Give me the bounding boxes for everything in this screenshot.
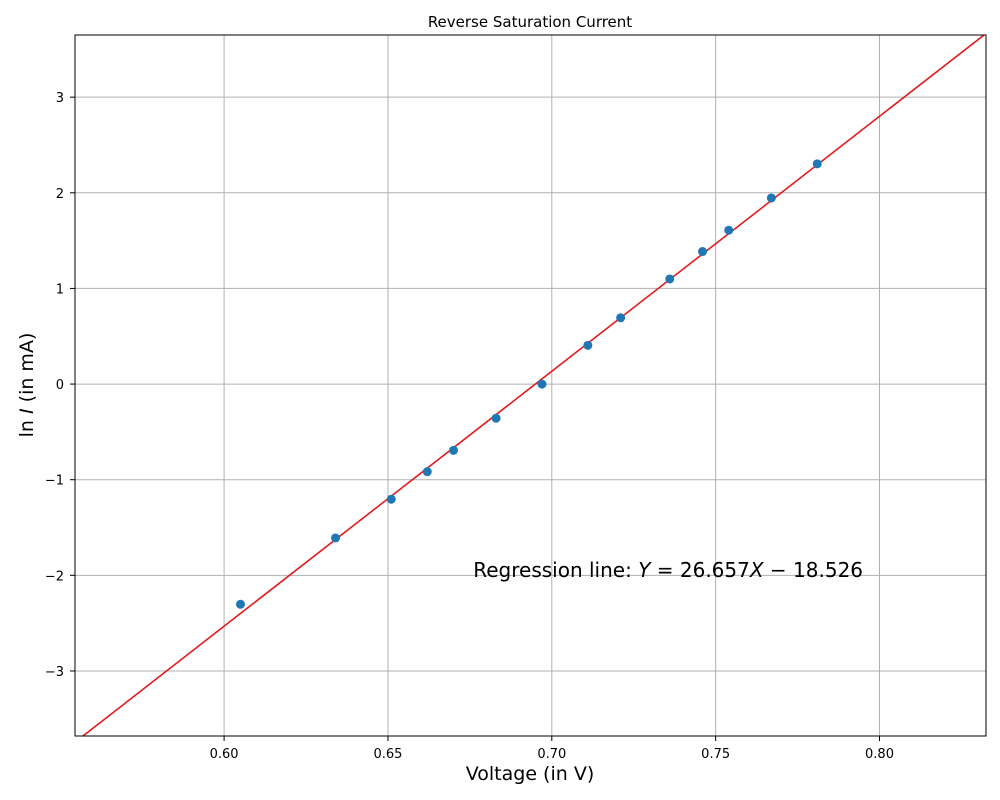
- data-point: [766, 193, 776, 203]
- data-point: [422, 467, 432, 477]
- y-tick-label: −1: [45, 474, 64, 489]
- grid: [75, 35, 986, 736]
- y-tick-label: 3: [56, 91, 64, 106]
- x-tick-label: 0.60: [210, 747, 239, 762]
- y-tick-label: −2: [45, 569, 64, 584]
- data-point: [724, 225, 734, 235]
- data-point: [537, 379, 547, 389]
- data-point: [331, 533, 341, 543]
- y-tick-label: 1: [56, 282, 64, 297]
- data-point: [698, 247, 708, 257]
- x-tick-label: 0.70: [537, 747, 566, 762]
- regression-annotation: Regression line: Y = 26.657X − 18.526: [473, 558, 863, 582]
- data-point: [386, 494, 396, 504]
- x-tick-label: 0.80: [865, 747, 894, 762]
- regression-line: [81, 35, 986, 736]
- x-tick-label: 0.65: [373, 747, 402, 762]
- data-points: [235, 159, 822, 609]
- axis-ticks: 0.60 0.65 0.70 0.75 0.80 −3 −2 −1 0 1 2 3: [45, 91, 894, 762]
- y-tick-label: −3: [45, 665, 64, 680]
- data-point: [616, 313, 626, 323]
- data-point: [583, 340, 593, 350]
- data-point: [235, 599, 245, 609]
- y-tick-label: 2: [56, 187, 64, 202]
- data-point: [812, 159, 822, 169]
- chart-title: Reverse Saturation Current: [428, 13, 632, 31]
- plot-frame: [74, 34, 987, 737]
- y-tick-label: 0: [56, 378, 64, 393]
- y-axis-label: ln I (in mA): [16, 333, 38, 438]
- data-point: [448, 445, 458, 455]
- data-point: [665, 274, 675, 284]
- data-point: [491, 413, 501, 423]
- x-tick-label: 0.75: [701, 747, 730, 762]
- x-axis-label: Voltage (in V): [466, 763, 595, 785]
